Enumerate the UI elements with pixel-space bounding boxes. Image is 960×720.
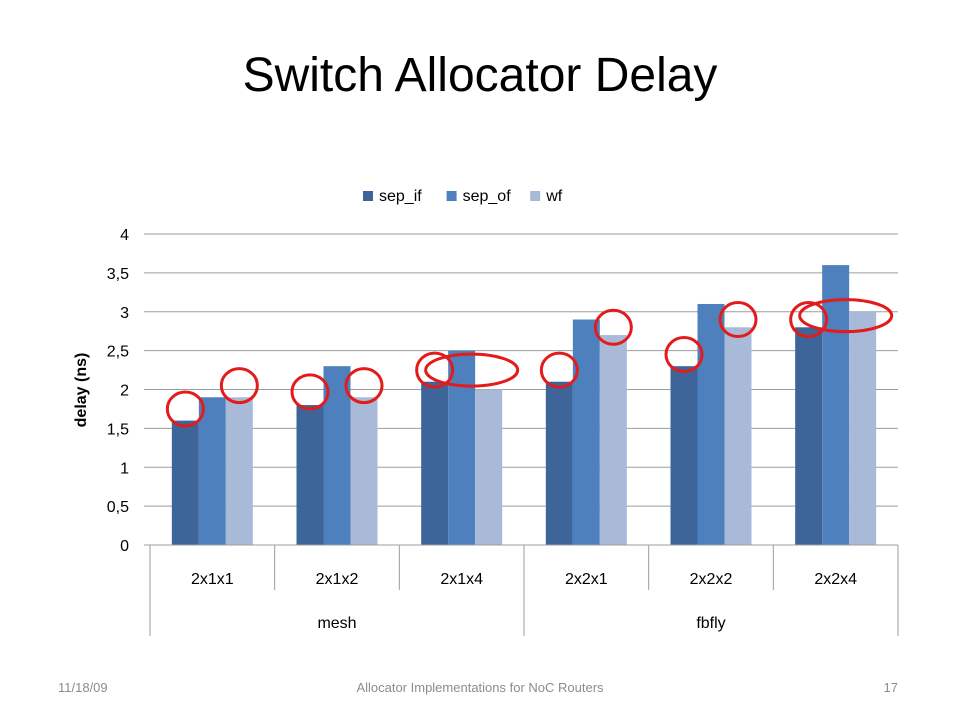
- legend-swatch-sep_if: [363, 191, 373, 201]
- annotation-ellipse: [798, 298, 894, 334]
- y-tick-label: 0: [120, 538, 129, 555]
- bar-sep_of-2x1x4: [448, 350, 476, 545]
- bar-sep_if-2x1x1: [171, 420, 199, 545]
- group-label: fbfly: [696, 615, 725, 632]
- y-axis-label: delay (ns): [73, 353, 90, 428]
- bar-sep_if-2x1x4: [421, 381, 449, 545]
- footer-title: Allocator Implementations for NoC Router…: [356, 680, 604, 695]
- bar-wf-2x2x4: [849, 311, 877, 545]
- slide-title: Switch Allocator Delay: [242, 49, 718, 102]
- x-tick-label: 2x1x1: [191, 571, 234, 588]
- legend-label: sep_of: [463, 188, 512, 205]
- annotation-circle: [664, 336, 704, 374]
- y-tick-label: 4: [120, 227, 129, 244]
- bar-sep_if-2x2x1: [545, 381, 573, 545]
- group-label: mesh: [317, 615, 356, 632]
- bar-wf-2x2x2: [724, 327, 752, 545]
- legend-swatch-sep_of: [446, 191, 457, 201]
- y-tick-label: 2: [120, 383, 129, 400]
- bar-wf-2x2x1: [599, 335, 627, 545]
- y-tick-label: 3,5: [107, 266, 129, 283]
- bar-sep_of-2x1x1: [198, 397, 226, 545]
- legend-swatch-wf: [530, 191, 541, 201]
- bar-sep_if-2x2x4: [795, 327, 823, 545]
- annotation-circle: [718, 301, 758, 339]
- bar-sep_if-2x1x2: [296, 405, 324, 545]
- annotation-circle: [219, 367, 259, 405]
- bar-sep_if-2x2x2: [670, 366, 698, 545]
- bar-sep_of-2x2x1: [572, 319, 600, 545]
- page-number: 17: [883, 680, 898, 695]
- annotation-circle: [789, 301, 829, 339]
- annotation-circle: [344, 367, 384, 405]
- bar-wf-2x1x2: [350, 397, 378, 545]
- annotation-circle: [415, 351, 455, 389]
- footer-date: 11/18/09: [58, 680, 108, 695]
- annotation-circle: [290, 373, 330, 411]
- x-tick-label: 2x1x2: [316, 571, 359, 588]
- legend-label: wf: [545, 188, 563, 205]
- y-tick-label: 0,5: [107, 499, 129, 516]
- legend-label: sep_if: [379, 188, 422, 205]
- y-tick-label: 1: [120, 460, 129, 477]
- bar-sep_of-2x2x4: [822, 265, 850, 545]
- bar-wf-2x1x1: [225, 397, 253, 545]
- bar-sep_of-2x2x2: [697, 303, 725, 545]
- x-tick-label: 2x2x4: [814, 571, 857, 588]
- bar-wf-2x1x4: [475, 389, 503, 545]
- annotation-circle: [165, 390, 205, 428]
- y-tick-label: 2,5: [107, 344, 129, 361]
- x-tick-label: 2x1x4: [440, 571, 483, 588]
- x-tick-label: 2x2x1: [565, 571, 608, 588]
- y-tick-label: 1,5: [107, 421, 129, 438]
- annotation-circle: [539, 351, 579, 389]
- x-tick-label: 2x2x2: [690, 571, 733, 588]
- y-tick-label: 3: [120, 305, 129, 322]
- annotation-circle: [593, 308, 633, 346]
- annotation-ellipse: [424, 352, 520, 388]
